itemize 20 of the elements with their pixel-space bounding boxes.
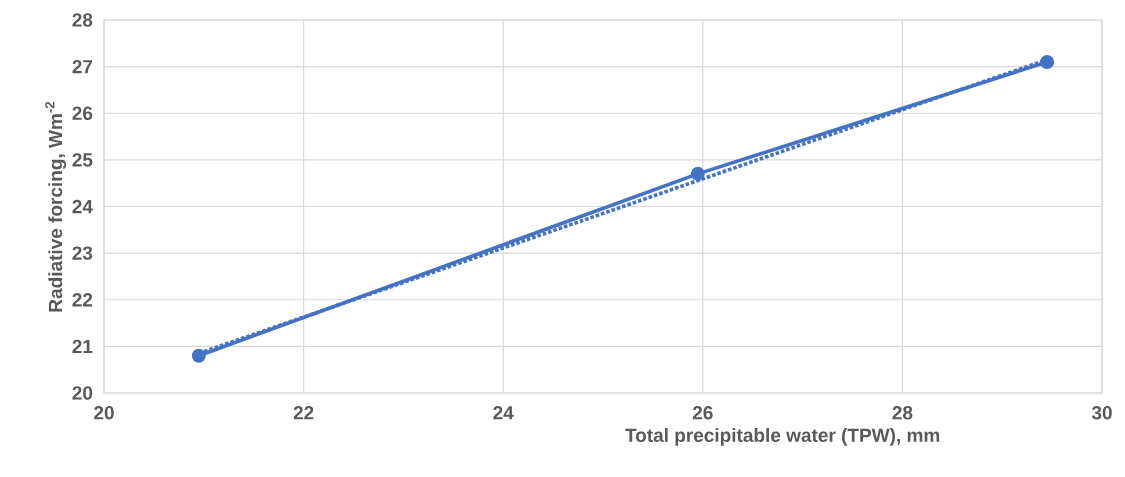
y-tick-label: 25 bbox=[72, 153, 93, 167]
y-tick-label: 22 bbox=[72, 293, 93, 307]
x-tick-label: 26 bbox=[692, 406, 713, 420]
point bbox=[191, 348, 206, 363]
x-tick-label: 30 bbox=[1091, 406, 1112, 420]
x-tick-label: 20 bbox=[94, 406, 114, 420]
y-tick-label: 26 bbox=[72, 106, 93, 120]
y-tick-label: 20 bbox=[72, 386, 93, 400]
y-tick-label: 21 bbox=[72, 339, 93, 354]
y-tick-label: 23 bbox=[72, 246, 93, 260]
y-axis-title: Radiative forcing, Wm$^{-2}$ bbox=[45, 101, 67, 312]
x-tick-label: 24 bbox=[493, 406, 514, 420]
x-tick-label: 22 bbox=[293, 406, 314, 420]
y-tick-label: 27 bbox=[72, 59, 93, 74]
y-tick-label: 24 bbox=[72, 199, 93, 214]
x-tick-label: 28 bbox=[892, 406, 913, 420]
point bbox=[1040, 54, 1055, 69]
y-tick-label: 28 bbox=[72, 13, 93, 27]
x-axis-title: Total precipitable water (TPW), mm bbox=[625, 428, 940, 446]
point bbox=[690, 166, 705, 181]
